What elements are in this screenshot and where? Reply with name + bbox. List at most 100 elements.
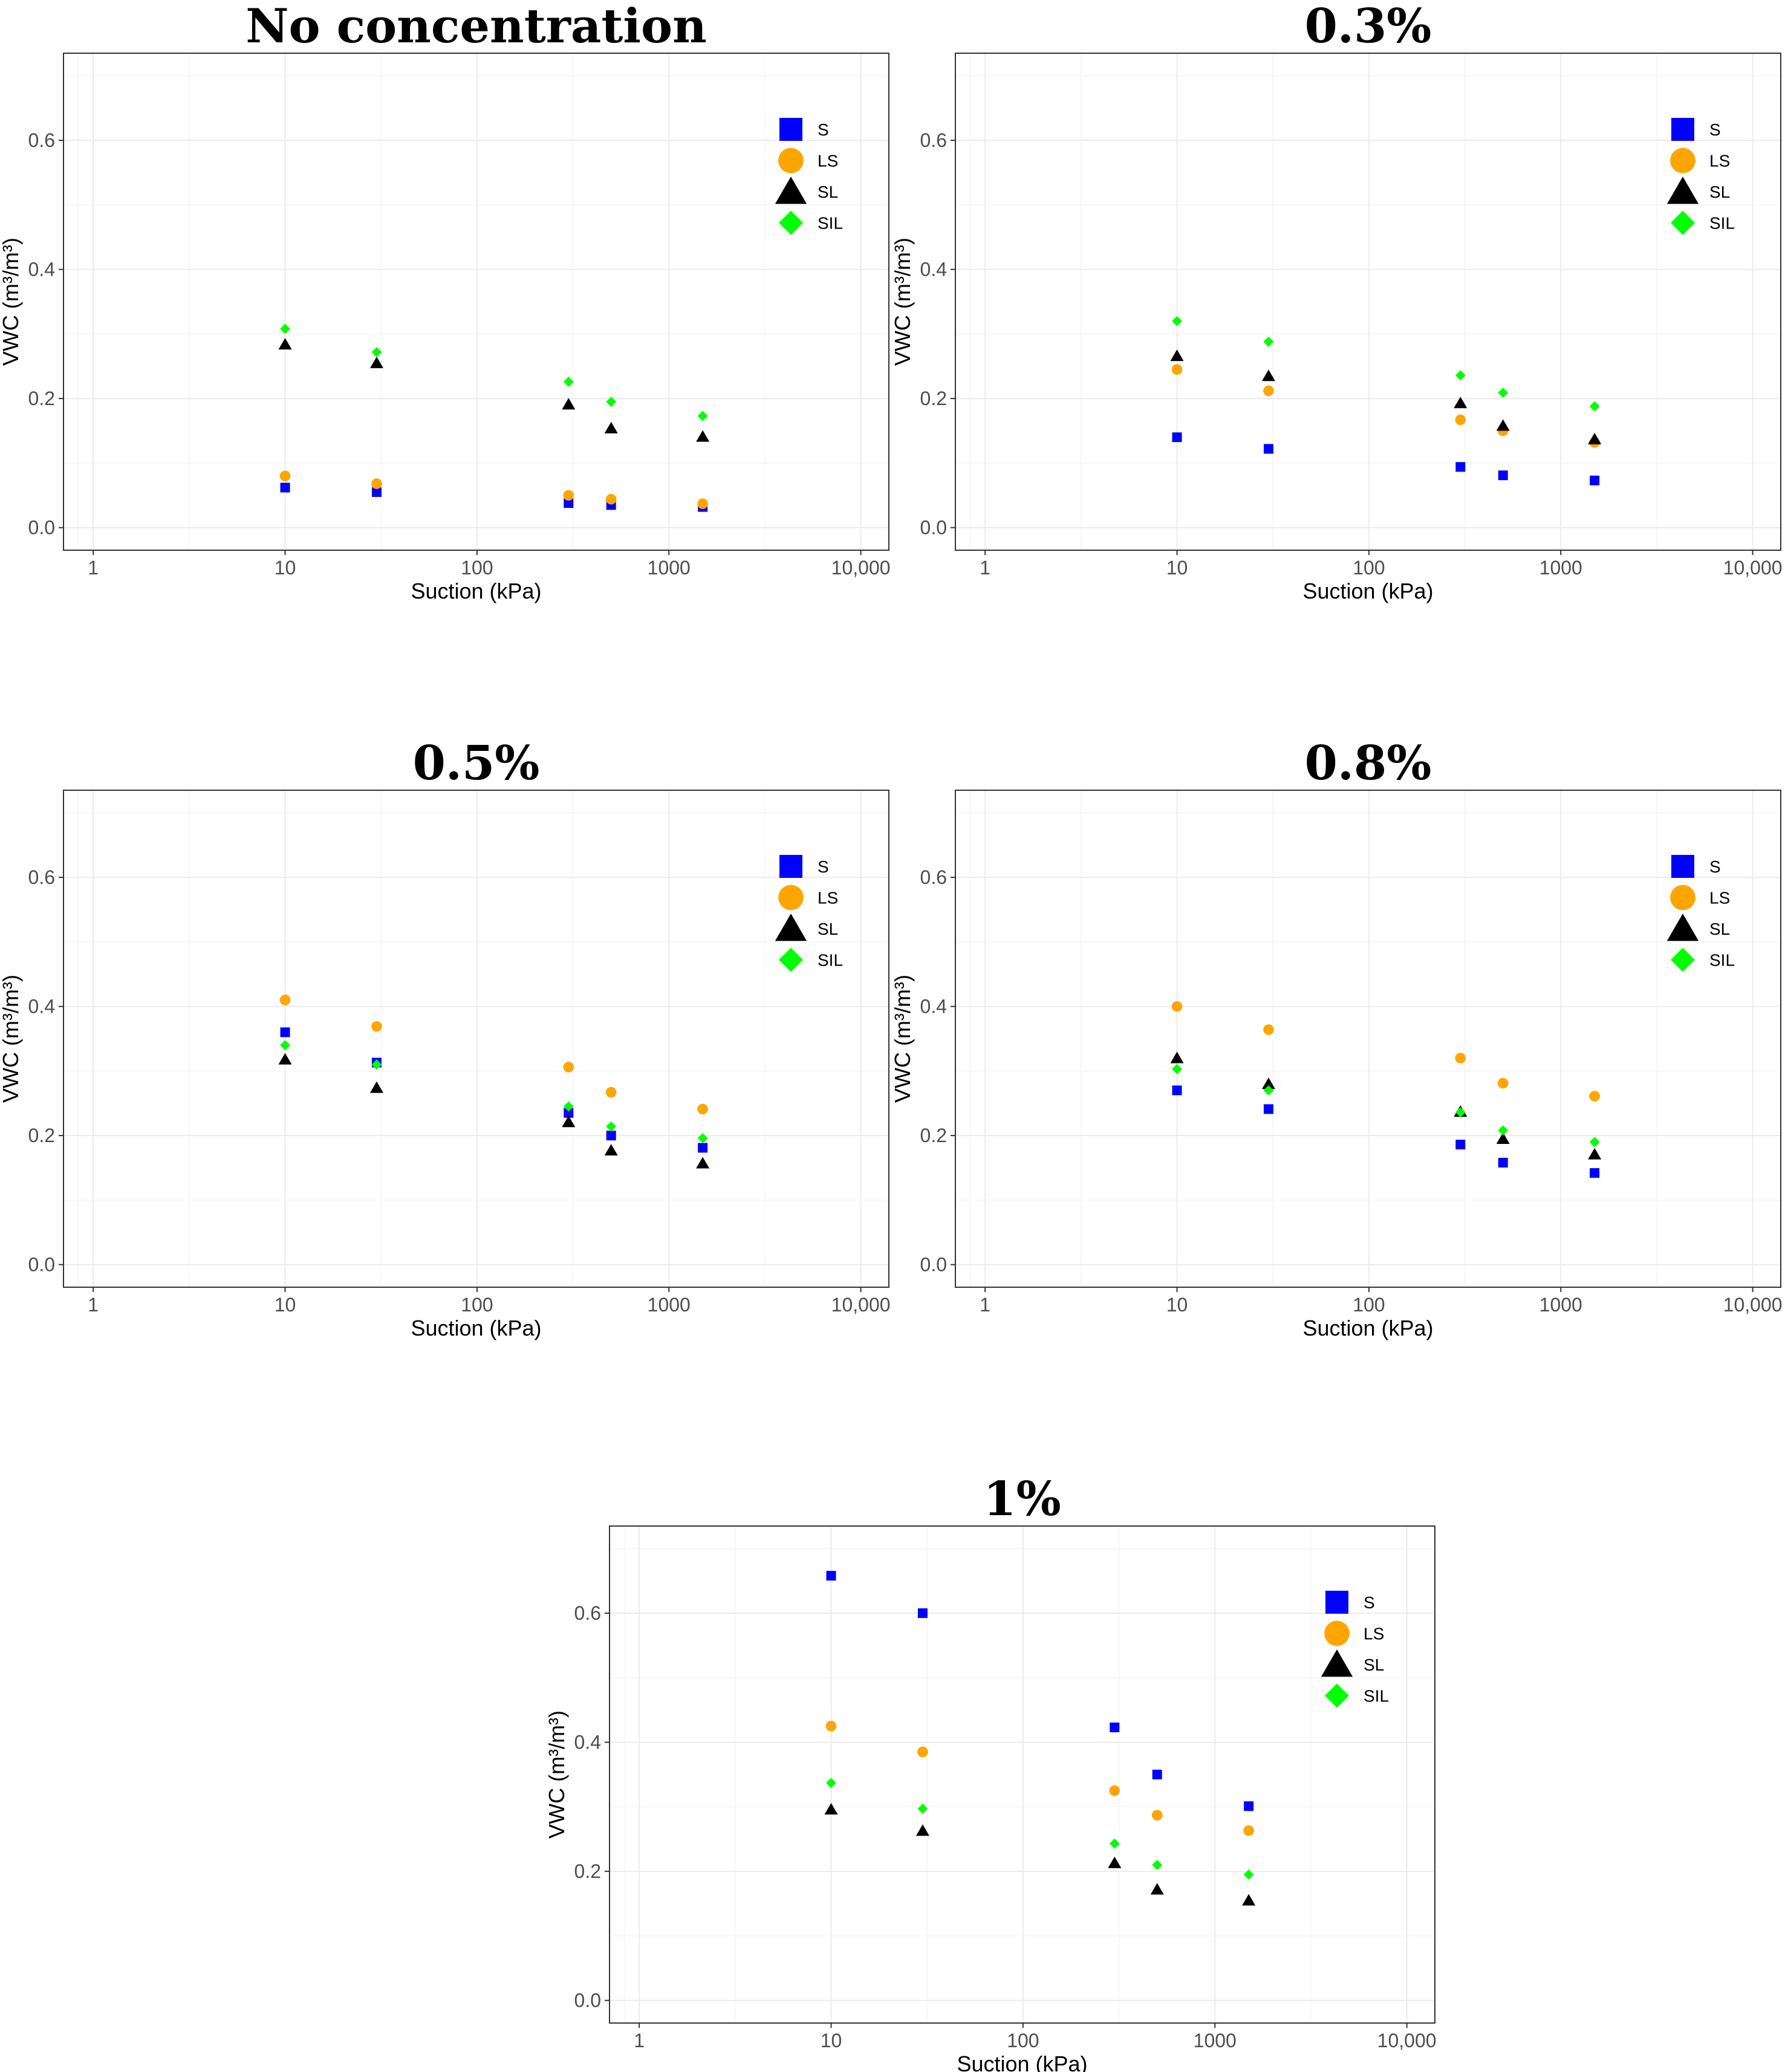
legend-label-sl: SL — [1709, 920, 1730, 938]
data-point-ls — [563, 1062, 574, 1073]
data-point-sl — [1242, 1894, 1256, 1906]
legend-label-sil: SIL — [818, 214, 843, 233]
legend-label-s: S — [818, 120, 829, 139]
legend-key-s — [779, 118, 802, 141]
data-point-sl — [1170, 1051, 1184, 1064]
y-tick-label: 0.6 — [574, 1602, 601, 1624]
data-point-ls — [1589, 1091, 1600, 1102]
series-ls — [279, 470, 708, 509]
data-point-sl — [1588, 1148, 1602, 1160]
x-axis-title: Suction (kPa) — [957, 2051, 1087, 2072]
data-point-s — [1172, 1085, 1182, 1096]
legend: S LS SL SIL — [1321, 1591, 1389, 1708]
data-point-sil — [697, 411, 708, 421]
x-tick-label: 1 — [634, 2030, 645, 2051]
legend-label-s: S — [818, 857, 829, 876]
data-point-sl — [1108, 1856, 1122, 1868]
y-tick-label: 0.6 — [28, 129, 55, 151]
x-tick-label: 10,000 — [831, 1294, 891, 1316]
x-tick-label: 10 — [275, 1294, 296, 1316]
legend-key-sil — [1325, 1683, 1349, 1708]
data-point-ls — [1109, 1785, 1120, 1796]
data-point-ls — [1151, 1810, 1163, 1821]
legend-key-sl — [1666, 914, 1699, 941]
y-tick-label: 0.2 — [920, 1125, 947, 1146]
data-point-s — [1498, 470, 1508, 481]
legend-key-s — [779, 855, 802, 878]
data-point-ls — [279, 995, 291, 1005]
data-point-sil — [1455, 1107, 1466, 1118]
plot-border — [63, 790, 889, 1288]
legend-key-sil — [1671, 947, 1695, 972]
data-point-s — [1263, 1104, 1273, 1114]
data-point-ls — [1497, 1077, 1509, 1089]
panel-title: No concentration — [245, 0, 707, 54]
legend-key-sl — [1666, 177, 1699, 204]
legend-key-sl — [1321, 1649, 1353, 1677]
panel-title: 1% — [983, 1472, 1061, 1527]
data-point-sil — [1589, 1137, 1600, 1148]
legend-key-ls — [778, 885, 804, 911]
y-axis-title: VWC (m³/m³) — [890, 975, 915, 1103]
y-axis-title: VWC (m³/m³) — [0, 238, 23, 366]
series-ls — [279, 995, 708, 1115]
data-point-s — [1244, 1801, 1254, 1811]
data-point-sil — [1498, 1125, 1509, 1135]
data-point-sl — [1261, 369, 1275, 382]
y-tick-label: 0.0 — [28, 1254, 55, 1276]
data-point-ls — [1263, 1024, 1274, 1035]
data-point-sl — [1150, 1883, 1164, 1895]
data-point-sl — [696, 1157, 710, 1169]
x-tick-label: 100 — [461, 557, 493, 579]
data-point-s — [1590, 1168, 1600, 1178]
data-point-sil — [1152, 1860, 1163, 1870]
data-point-s — [698, 1143, 708, 1153]
data-point-sl — [278, 1053, 292, 1065]
data-point-sl — [1170, 349, 1184, 362]
x-axis-title: Suction (kPa) — [411, 1316, 541, 1340]
data-point-sil — [1589, 401, 1600, 412]
y-tick-label: 0.2 — [574, 1860, 601, 1882]
legend-label-s: S — [1709, 120, 1721, 139]
plot-area — [955, 790, 1781, 1287]
panel-title: 0.8% — [1305, 736, 1432, 791]
legend-key-ls — [1670, 885, 1695, 911]
data-point-sil — [826, 1778, 836, 1788]
data-point-ls — [605, 493, 617, 505]
legend-key-s — [1671, 118, 1694, 141]
legend-label-s: S — [1364, 1593, 1375, 1612]
data-point-s — [280, 482, 290, 493]
data-point-ls — [371, 1021, 382, 1032]
legend-key-sil — [779, 210, 803, 235]
data-point-s — [1152, 1770, 1162, 1779]
plot-border — [609, 1525, 1435, 2024]
series-sl — [278, 337, 710, 442]
x-tick-label: 10,000 — [831, 557, 891, 579]
data-point-ls — [1243, 1825, 1254, 1836]
data-point-s — [917, 1608, 928, 1619]
data-point-sil — [280, 1040, 290, 1051]
legend-label-sl: SL — [1709, 183, 1730, 201]
series-sl — [824, 1803, 1256, 1906]
x-tick-label: 10 — [275, 557, 296, 579]
data-point-sil — [371, 346, 382, 357]
x-tick-label: 10 — [821, 2030, 842, 2051]
y-tick-label: 0.4 — [574, 1732, 601, 1753]
plot-area — [63, 790, 889, 1287]
data-point-sil — [563, 1101, 574, 1112]
data-point-ls — [697, 498, 708, 509]
y-axis-title: VWC (m³/m³) — [890, 238, 915, 366]
x-tick-label: 1000 — [648, 1294, 691, 1316]
x-axis-title: Suction (kPa) — [1302, 579, 1433, 603]
y-tick-label: 0.4 — [920, 259, 947, 281]
chart-panel-4: 1 10 100 1000 10,000 0.0 0.2 0.4 0.6 Suction (kPa… — [890, 736, 1783, 1340]
data-point-sil — [280, 323, 290, 334]
chart-panel-5: 1 10 100 1000 10,000 0.0 0.2 0.4 0.6 Suction (kPa… — [544, 1472, 1437, 2072]
data-point-s — [1172, 432, 1182, 443]
data-point-sl — [1261, 1077, 1275, 1090]
y-tick-label: 0.6 — [920, 866, 947, 888]
x-tick-label: 100 — [1353, 1294, 1385, 1316]
data-point-s — [564, 498, 574, 508]
y-tick-label: 0.0 — [28, 517, 55, 539]
data-point-sil — [606, 1121, 617, 1132]
